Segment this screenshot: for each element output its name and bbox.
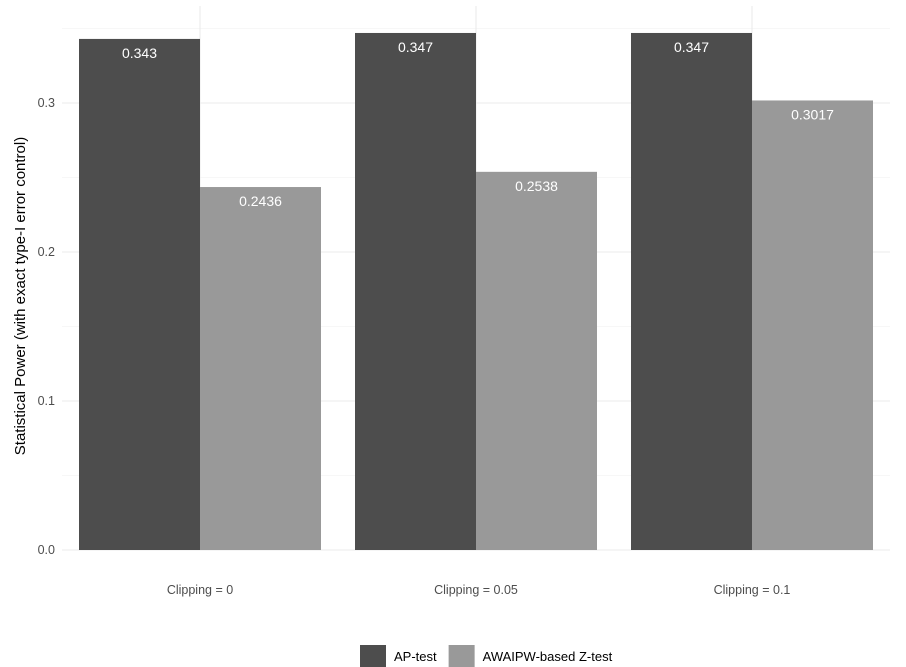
bar: [476, 171, 597, 550]
bars: 0.343 0.2436 0.347 0.2538 0.347 0.3017: [79, 32, 873, 551]
y-tick-label: 0.0: [38, 543, 55, 557]
bar-value-label: 0.347: [674, 39, 709, 55]
legend-swatch: [448, 645, 475, 667]
bar: [200, 187, 321, 550]
legend-label: AP-test: [394, 649, 437, 664]
x-tick-label: Clipping = 0.05: [434, 583, 518, 597]
legend: AP-test AWAIPW-based Z-test: [360, 645, 613, 667]
y-axis-title: Statistical Power (with exact type-I err…: [12, 137, 29, 455]
x-tick-label: Clipping = 0.1: [714, 583, 791, 597]
y-tick-label: 0.1: [38, 394, 55, 408]
x-tick-label: Clipping = 0: [167, 583, 233, 597]
bar-value-label: 0.343: [122, 45, 157, 61]
bar: [355, 32, 476, 551]
legend-swatch: [360, 645, 386, 667]
y-axis-ticks: 0.0 0.1 0.2 0.3: [38, 96, 55, 557]
bar: [79, 38, 200, 551]
bar-value-label: 0.3017: [791, 106, 834, 122]
legend-label: AWAIPW-based Z-test: [483, 649, 613, 664]
y-tick-label: 0.3: [38, 96, 55, 110]
bar-value-label: 0.2538: [515, 178, 558, 194]
bar: [631, 32, 752, 551]
bar-value-label: 0.347: [398, 39, 433, 55]
bar-value-label: 0.2436: [239, 193, 282, 209]
x-axis-ticks: Clipping = 0 Clipping = 0.05 Clipping = 0.…: [167, 583, 791, 597]
y-tick-label: 0.2: [38, 245, 55, 259]
bar: [752, 100, 873, 550]
